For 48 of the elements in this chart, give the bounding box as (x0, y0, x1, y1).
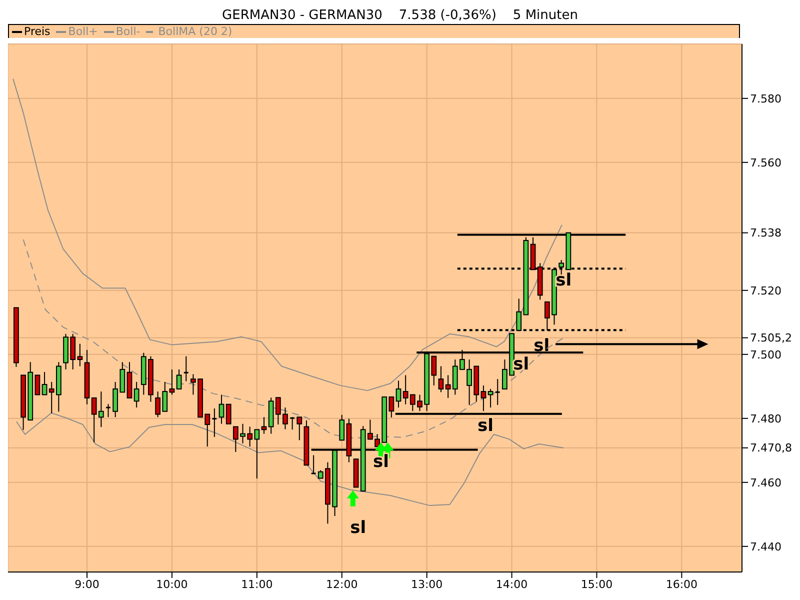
y-tick-label: 7.580 (750, 92, 782, 106)
annotation: sl (477, 416, 494, 436)
x-tick-label: 16:00 (666, 578, 698, 591)
candlestick (134, 381, 140, 408)
y-tick-label: 7.480 (750, 412, 782, 426)
x-tick-label: 9:00 (74, 578, 100, 591)
y-tick-label: 7.538 (750, 226, 782, 240)
candlestick (339, 414, 345, 441)
y-tick-label: 7.560 (750, 156, 782, 170)
y-tick-label: 7.470,8 (750, 442, 792, 455)
candlestick (218, 394, 224, 424)
candlestick (261, 416, 267, 434)
candlestick (211, 408, 218, 438)
candlestick (34, 374, 40, 396)
candlestick (488, 388, 494, 408)
candlestick (169, 368, 175, 396)
candlestick (176, 368, 182, 390)
legend-label: Boll+ (67, 24, 98, 38)
chart-title: GERMAN30 - GERMAN30 7.538 (-0,36%) 5 Minuten (221, 8, 579, 24)
x-tick-label: 14:00 (496, 578, 528, 591)
candlestick (289, 416, 296, 430)
y-tick-label: 7.520 (750, 284, 782, 298)
candlestick (296, 416, 302, 441)
legend-label: BollMA (20 2) (157, 24, 232, 38)
candlestick (105, 404, 112, 418)
x-tick-label: 13:00 (410, 578, 443, 591)
annotation: sl (350, 518, 366, 538)
x-tick-label: 15:00 (580, 578, 613, 591)
y-tick-label: 7.500 (750, 348, 782, 362)
legend-label: Boll- (114, 24, 140, 38)
y-tick-label: 7.460 (750, 476, 782, 490)
candlestick (480, 384, 486, 412)
candlestick (438, 366, 444, 393)
x-tick-label: 12:00 (326, 578, 358, 591)
candlestick (226, 404, 232, 424)
candlestick (42, 372, 48, 396)
y-tick-label: 7.505,2 (750, 332, 792, 345)
annotation: sl (534, 336, 550, 356)
y-tick-label: 7.440 (750, 540, 782, 554)
candlestick (494, 378, 501, 406)
candlestick (396, 380, 402, 408)
candlestick (183, 356, 190, 382)
x-tick-label: 11:00 (241, 578, 273, 591)
legend-label: Preis (23, 24, 50, 38)
annotation: sl (372, 452, 389, 472)
x-tick-label: 10:00 (156, 578, 188, 591)
candlestick (310, 454, 316, 474)
line-series (16, 412, 564, 506)
